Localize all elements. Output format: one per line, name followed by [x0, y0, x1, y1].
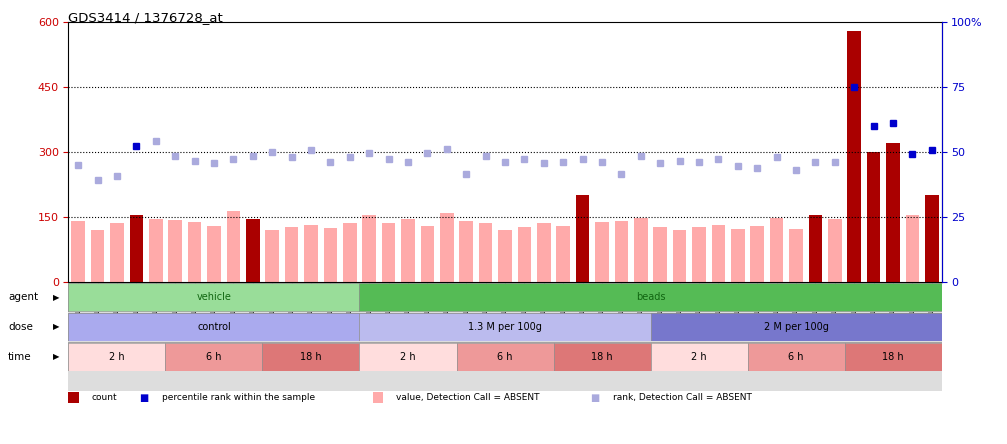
- Bar: [382, 223, 396, 282]
- Bar: [809, 215, 823, 282]
- Bar: [68, 343, 165, 371]
- Bar: [595, 222, 609, 282]
- Text: 2 M per 100g: 2 M per 100g: [763, 322, 829, 332]
- Text: 6 h: 6 h: [206, 352, 222, 362]
- Bar: [363, 215, 376, 282]
- Bar: [401, 219, 415, 282]
- Bar: [478, 223, 492, 282]
- Text: rank, Detection Call = ABSENT: rank, Detection Call = ABSENT: [612, 393, 751, 402]
- Bar: [130, 215, 143, 282]
- Bar: [769, 218, 783, 282]
- Bar: [187, 222, 201, 282]
- Bar: [110, 223, 124, 282]
- Bar: [925, 195, 939, 282]
- Text: ▶: ▶: [53, 293, 59, 302]
- Bar: [440, 213, 453, 282]
- Bar: [304, 225, 318, 282]
- Bar: [71, 221, 85, 282]
- Text: count: count: [92, 393, 117, 402]
- Text: 2 h: 2 h: [691, 352, 707, 362]
- Bar: [359, 343, 456, 371]
- Text: dose: dose: [8, 322, 33, 332]
- Bar: [651, 343, 747, 371]
- Bar: [246, 219, 260, 282]
- Bar: [323, 228, 337, 282]
- Bar: [634, 218, 648, 282]
- Bar: [68, 283, 359, 311]
- Bar: [845, 343, 942, 371]
- Text: vehicle: vehicle: [196, 292, 232, 302]
- Text: GDS3414 / 1376728_at: GDS3414 / 1376728_at: [68, 11, 224, 24]
- Text: 18 h: 18 h: [591, 352, 613, 362]
- Text: agent: agent: [8, 292, 38, 302]
- Text: 2 h: 2 h: [400, 352, 416, 362]
- Bar: [227, 210, 241, 282]
- FancyBboxPatch shape: [68, 282, 942, 391]
- Text: ■: ■: [590, 393, 599, 403]
- Bar: [359, 283, 942, 311]
- Text: beads: beads: [635, 292, 666, 302]
- Bar: [651, 313, 942, 341]
- Bar: [68, 313, 359, 341]
- Bar: [263, 343, 359, 371]
- Bar: [905, 215, 919, 282]
- Bar: [149, 219, 162, 282]
- Bar: [459, 221, 473, 282]
- Bar: [673, 230, 687, 282]
- Text: ■: ■: [139, 393, 149, 403]
- Bar: [886, 143, 900, 282]
- Bar: [692, 226, 706, 282]
- Bar: [654, 226, 667, 282]
- Text: 18 h: 18 h: [300, 352, 322, 362]
- Text: value, Detection Call = ABSENT: value, Detection Call = ABSENT: [396, 393, 540, 402]
- Text: percentile rank within the sample: percentile rank within the sample: [162, 393, 315, 402]
- Bar: [614, 221, 628, 282]
- Bar: [518, 226, 532, 282]
- Text: 18 h: 18 h: [882, 352, 904, 362]
- Text: 1.3 M per 100g: 1.3 M per 100g: [468, 322, 542, 332]
- Bar: [557, 226, 570, 282]
- Bar: [456, 343, 554, 371]
- Text: ▶: ▶: [53, 322, 59, 332]
- Text: time: time: [8, 352, 31, 362]
- Bar: [747, 343, 845, 371]
- Bar: [731, 229, 744, 282]
- Bar: [207, 226, 221, 282]
- Text: 2 h: 2 h: [109, 352, 125, 362]
- Bar: [576, 195, 589, 282]
- Bar: [537, 223, 551, 282]
- Bar: [750, 226, 764, 282]
- Bar: [359, 313, 651, 341]
- Text: 6 h: 6 h: [497, 352, 513, 362]
- Text: control: control: [197, 322, 231, 332]
- Bar: [285, 226, 298, 282]
- Bar: [848, 31, 861, 282]
- Bar: [867, 152, 880, 282]
- Text: 6 h: 6 h: [788, 352, 804, 362]
- Bar: [421, 226, 434, 282]
- Bar: [91, 230, 105, 282]
- Bar: [712, 225, 725, 282]
- Bar: [554, 343, 651, 371]
- Text: ▶: ▶: [53, 352, 59, 361]
- Bar: [165, 343, 263, 371]
- Bar: [789, 229, 803, 282]
- Bar: [498, 230, 512, 282]
- Bar: [168, 221, 182, 282]
- Bar: [266, 230, 279, 282]
- Bar: [343, 223, 356, 282]
- Bar: [828, 219, 842, 282]
